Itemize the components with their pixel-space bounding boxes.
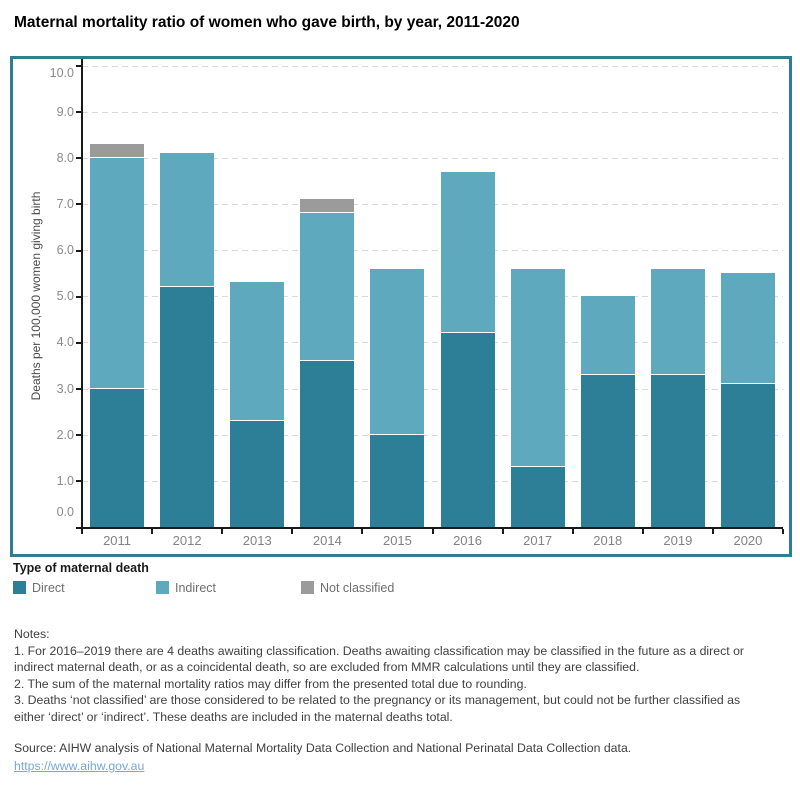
gridline-2 (82, 434, 783, 436)
note-line-0: Notes: (14, 627, 50, 641)
plot-area: 0.0 1.0 2.0 3.0 4.0 5.0 6.0 7.0 8.0 9.0 10.0 2011 20… (13, 59, 789, 554)
x-tick-label-2020: 2020 (733, 533, 763, 548)
legend-label: Not classified (320, 581, 395, 595)
bar-segment-direct-2015[interactable] (370, 434, 425, 527)
bar-segment-direct-2018[interactable] (580, 374, 635, 527)
y-tick-label: 0.0 (56, 505, 74, 519)
x-tick (361, 529, 364, 534)
y-tick-label: 3.0 (56, 381, 74, 396)
bar-segment-not-classified-2011[interactable] (90, 143, 145, 158)
y-tick-9.0 (76, 111, 81, 114)
y-tick-label: 8.0 (56, 150, 74, 165)
note-line-2: indirect maternal death, or as a coincid… (14, 660, 640, 675)
x-tick-label-2011: 2011 (103, 533, 132, 548)
x-tick-label-2014: 2014 (312, 533, 342, 548)
y-tick-label: 10.0 (49, 65, 74, 80)
chart-frame: Deaths per 100,000 women giving birth 0.… (10, 56, 792, 557)
gridline-10 (82, 65, 783, 67)
y-tick-label: 9.0 (56, 104, 74, 119)
y-tick-1.0 (76, 480, 81, 483)
bar-segment-direct-2017[interactable] (510, 467, 565, 527)
bar-segment-direct-2011[interactable] (90, 388, 145, 527)
gridline-6 (82, 250, 783, 252)
x-tick-label-2015: 2015 (382, 533, 412, 548)
x-tick (782, 529, 784, 534)
note-line-1: 1. For 2016–2019 there are 4 deaths awai… (14, 643, 745, 658)
x-tick-label-2017: 2017 (523, 533, 553, 548)
y-tick-label: 1.0 (56, 473, 74, 488)
x-tick (431, 529, 434, 534)
bar-segment-direct-2020[interactable] (720, 383, 775, 527)
x-tick (151, 529, 154, 534)
gridline-4 (82, 342, 783, 344)
gridline-9 (82, 111, 783, 113)
y-tick-2.0 (76, 434, 81, 437)
note-line-4: 3. Deaths ‘not classified’ are those con… (14, 693, 741, 708)
bar-segment-not-classified-2014[interactable] (300, 199, 355, 214)
y-tick-label: 5.0 (56, 289, 74, 304)
bar-segment-indirect-2014[interactable] (300, 213, 355, 361)
x-tick (641, 529, 644, 534)
legend-swatch-icon (156, 581, 169, 594)
bar-segment-direct-2014[interactable] (300, 360, 355, 527)
notes: Notes: 1. For 2016–2019 there are 4 death… (14, 626, 792, 726)
bar-segment-indirect-2018[interactable] (580, 296, 635, 375)
gridline-5 (82, 296, 783, 298)
legend-swatch-icon (301, 581, 314, 594)
bar-segment-indirect-2012[interactable] (160, 153, 215, 287)
y-tick-label: 7.0 (56, 196, 74, 211)
x-tick (501, 529, 504, 534)
x-tick-label-2018: 2018 (593, 533, 623, 548)
bar-segment-indirect-2019[interactable] (650, 268, 705, 375)
source-link[interactable]: https://www.aihw.gov.au (14, 759, 145, 773)
bar-segment-indirect-2016[interactable] (440, 171, 495, 334)
legend-swatch-icon (13, 581, 26, 594)
y-tick-0.0 (76, 526, 81, 529)
bar-segment-direct-2012[interactable] (160, 287, 215, 527)
y-tick-3.0 (76, 388, 81, 391)
chart-title: Maternal mortality ratio of women who ga… (14, 14, 520, 31)
x-tick-label-2012: 2012 (172, 533, 202, 548)
y-tick-8.0 (76, 157, 81, 160)
y-tick-label: 2.0 (56, 427, 74, 442)
note-line-5: either ‘direct’ or ‘indirect’. These dea… (14, 709, 453, 724)
gridline-1 (82, 480, 783, 482)
x-tick-label-2016: 2016 (453, 533, 482, 548)
bar-segment-indirect-2017[interactable] (510, 268, 565, 467)
y-tick-6.0 (76, 249, 81, 252)
gridline-8 (82, 157, 783, 159)
bar-segment-indirect-2020[interactable] (720, 273, 775, 384)
legend-title: Type of maternal death (13, 561, 149, 575)
y-tick-5.0 (76, 295, 81, 298)
x-tick (291, 529, 294, 534)
y-tick-7.0 (76, 203, 81, 206)
gridline-7 (82, 203, 783, 205)
legend-label: Indirect (175, 581, 216, 595)
y-tick-label: 4.0 (56, 335, 74, 350)
x-tick (81, 529, 83, 534)
y-tick-10.0 (76, 65, 81, 67)
x-tick-label-2019: 2019 (663, 533, 693, 548)
x-tick (571, 529, 574, 534)
y-tick-label: 6.0 (56, 243, 74, 258)
note-line-3: 2. The sum of the maternal mortality rat… (14, 676, 527, 691)
x-tick (711, 529, 714, 534)
bar-segment-direct-2016[interactable] (440, 333, 495, 527)
bar-segment-direct-2013[interactable] (230, 420, 285, 527)
x-tick (221, 529, 224, 534)
y-axis-line (81, 59, 83, 529)
legend-label: Direct (32, 581, 65, 595)
bar-segment-indirect-2011[interactable] (90, 157, 145, 389)
bar-segment-indirect-2015[interactable] (370, 268, 425, 435)
x-axis-line (81, 527, 783, 529)
source-text: Source: AIHW analysis of National Matern… (14, 741, 632, 755)
legend: Direct Indirect Not classified (13, 580, 773, 596)
y-tick-4.0 (76, 341, 81, 344)
x-tick-label-2013: 2013 (242, 533, 272, 548)
bar-segment-direct-2019[interactable] (650, 374, 705, 527)
gridline-3 (82, 388, 783, 390)
bar-segment-indirect-2013[interactable] (230, 282, 285, 421)
